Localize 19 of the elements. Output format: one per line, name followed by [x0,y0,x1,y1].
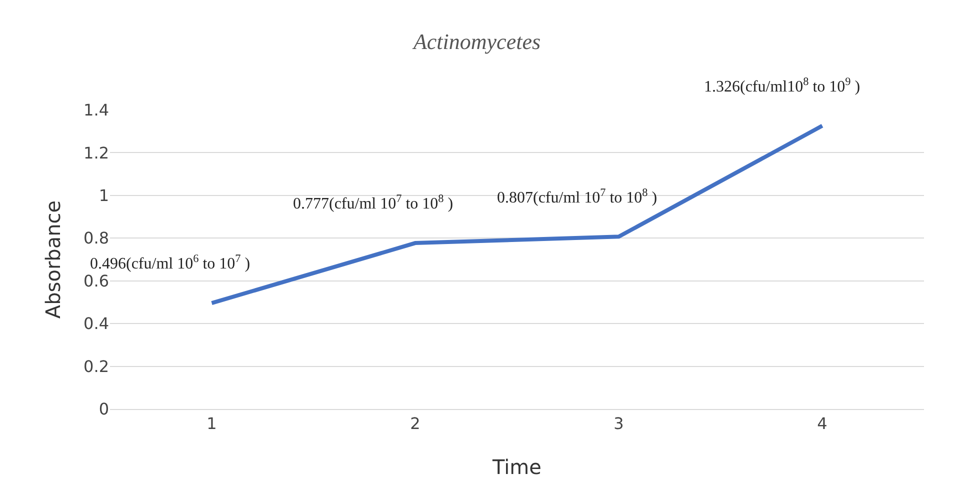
x-axis-title: Time [492,455,542,479]
annotation: 0.807(cfu/ml 10$^{7}$ to 10$^{8}$ ) [497,187,658,207]
x-tick-label: 4 [817,414,828,434]
x-tick-label: 1 [206,414,217,434]
y-tick-label: 0.4 [84,314,109,334]
x-tick-label: 2 [410,414,420,434]
annotation: 0.496(cfu/ml 10$^{6}$ to 10$^{7}$ ) [90,253,250,273]
y-tick-label: 1.2 [84,143,109,162]
y-tick-label: 1.4 [84,100,109,120]
chart-title: Actinomycetes [411,28,541,54]
annotation: 0.777(cfu/ml 10$^{7}$ to 10$^{8}$ ) [293,193,454,213]
annotation: 1.326(cfu/ml10$^{8}$ to 10$^{9}$ ) [704,76,860,96]
y-axis-title: Absorbance [41,200,65,319]
y-tick-label: 0.2 [84,356,109,376]
y-tick-label: 0.6 [84,271,109,290]
x-tick-label: 3 [614,414,624,434]
y-tick-label: 0 [98,400,109,419]
y-tick-label: 0.8 [84,228,109,248]
y-tick-label: 1 [98,186,109,206]
